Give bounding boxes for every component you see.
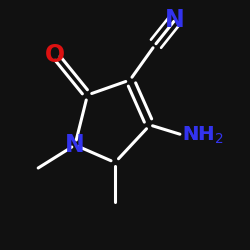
Text: N: N <box>65 133 85 157</box>
Text: NH$_2$: NH$_2$ <box>182 124 224 146</box>
Text: NH: NH <box>182 126 215 144</box>
Text: O: O <box>45 43 65 67</box>
Text: N: N <box>165 8 185 32</box>
